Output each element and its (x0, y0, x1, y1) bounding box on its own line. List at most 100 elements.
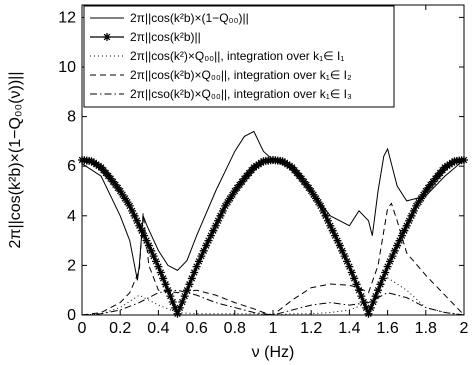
series-2-marker (352, 280, 361, 289)
x-axis-label: ν (Hz) (252, 344, 295, 361)
series-2-marker (199, 246, 208, 255)
series-2-marker (130, 211, 139, 220)
series-2-marker (405, 216, 414, 225)
series-2-marker (218, 206, 227, 215)
series-2-marker (397, 231, 406, 240)
series-2-marker (197, 252, 206, 261)
series-2-marker (173, 309, 182, 318)
y-tick-label: 12 (58, 9, 76, 26)
legend-box (83, 5, 395, 108)
series-2-marker (166, 292, 175, 301)
x-tick-label: 0.6 (185, 320, 207, 337)
legend-label-5: 2π||cso(k²b)×Q₀₀||, integration over k₁∈… (130, 87, 352, 101)
series-2-marker (194, 257, 203, 266)
series-2-marker (395, 236, 404, 245)
y-axis-label: 2π||cos(k²b)×(1−Q₀₀(ν))|| (7, 72, 24, 249)
series-2-marker (140, 231, 149, 240)
series-2-marker (168, 297, 177, 306)
series-2-marker (180, 292, 189, 301)
x-tick-label: 1.2 (300, 320, 322, 337)
series-2-marker (147, 246, 156, 255)
series-2-marker (390, 246, 399, 255)
series-2-marker (120, 194, 129, 203)
tick-layer: 0 0.2 0.4 0.6 0.8 1 1.2 1.4 1.6 1.8 2 0 2 4 6 8 10 12 (58, 5, 469, 337)
series-2-marker (209, 226, 218, 235)
series-2-marker (350, 274, 359, 283)
series-2-marker (400, 226, 409, 235)
series-2-marker (331, 231, 340, 240)
legend-label-3: 2π||cos(k²)×Q₀₀||, integration over k₁∈ … (130, 49, 344, 63)
series-2-marker (206, 231, 215, 240)
series-2-marker (307, 187, 316, 195)
series-2-marker (419, 190, 428, 199)
series-2-marker (128, 206, 137, 215)
x-tick-label: 1.8 (415, 320, 437, 337)
series-2-marker (314, 198, 323, 207)
series-2-marker (226, 194, 235, 203)
series-2-marker (381, 268, 390, 277)
series-2-marker (319, 206, 328, 215)
series-2-marker (190, 268, 199, 277)
series-2-marker (333, 236, 342, 245)
legend-label-4: 2π||cos(k²b)×Q₀₀||, integration over k₁∈… (130, 68, 352, 82)
y-tick-label: 4 (67, 208, 76, 225)
series-2-marker (347, 268, 356, 277)
y-tick-label: 6 (67, 158, 76, 175)
series-2-marker (323, 216, 332, 225)
series-2-marker (343, 257, 352, 266)
x-tick-label: 2 (460, 320, 469, 337)
series-2-marker (359, 297, 368, 306)
y-tick-label: 2 (67, 257, 76, 274)
x-tick-label: 1.4 (338, 320, 360, 337)
series-2-marker (376, 280, 385, 289)
legend-label-1: 2π||cos(k²b)×(1−Q₀₀)|| (130, 11, 249, 25)
series-2-marker (123, 198, 132, 207)
x-tick-label: 1.6 (376, 320, 398, 337)
series-2-marker (216, 211, 225, 220)
series-2-marker (149, 252, 158, 261)
series-2-marker (178, 297, 187, 306)
series-2-marker (417, 194, 426, 203)
x-tick-label: 0 (78, 320, 87, 337)
series-2-marker (163, 286, 172, 295)
series-2-marker (393, 241, 402, 250)
series-2-marker (132, 216, 141, 225)
series-2-marker (125, 201, 134, 210)
series-2-marker (116, 187, 125, 195)
series-2-marker (161, 280, 170, 289)
series-2-marker (144, 241, 153, 250)
x-tick-label: 1 (269, 320, 278, 337)
series-2-marker (187, 274, 196, 283)
series-2-marker (407, 211, 416, 220)
series-2-marker (175, 303, 184, 312)
series-2-marker (321, 211, 330, 220)
series-2-marker (171, 303, 180, 312)
series-2-marker (402, 221, 411, 230)
series-2-marker (414, 198, 423, 207)
legend: 2π||cos(k²b)×(1−Q₀₀)|| 2π||cos(k²b)|| 2π||… (83, 5, 395, 108)
series-2-marker (412, 201, 421, 210)
series-2-marker (338, 246, 347, 255)
series-2-marker (156, 268, 165, 277)
series-2-marker (316, 201, 325, 210)
series-2-marker (335, 241, 344, 250)
series-2-marker (340, 252, 349, 261)
series-2-marker (137, 226, 146, 235)
series-2-marker (357, 292, 366, 301)
series-2-marker (371, 292, 380, 301)
y-tick-label: 0 (67, 307, 76, 324)
series-2-marker (354, 286, 363, 295)
series-line-1 (81, 130, 465, 281)
series-2-marker (364, 309, 373, 318)
series-2-marker (221, 201, 230, 210)
series-2-marker (366, 303, 375, 312)
series-2-marker (154, 262, 163, 271)
y-tick-label: 10 (58, 59, 76, 76)
series-2-marker (211, 221, 220, 230)
legend-label-2: 2π||cos(k²b)|| (130, 30, 201, 44)
series-2-marker (204, 236, 213, 245)
x-tick-label: 0.8 (224, 320, 246, 337)
series-2-marker (185, 280, 194, 289)
